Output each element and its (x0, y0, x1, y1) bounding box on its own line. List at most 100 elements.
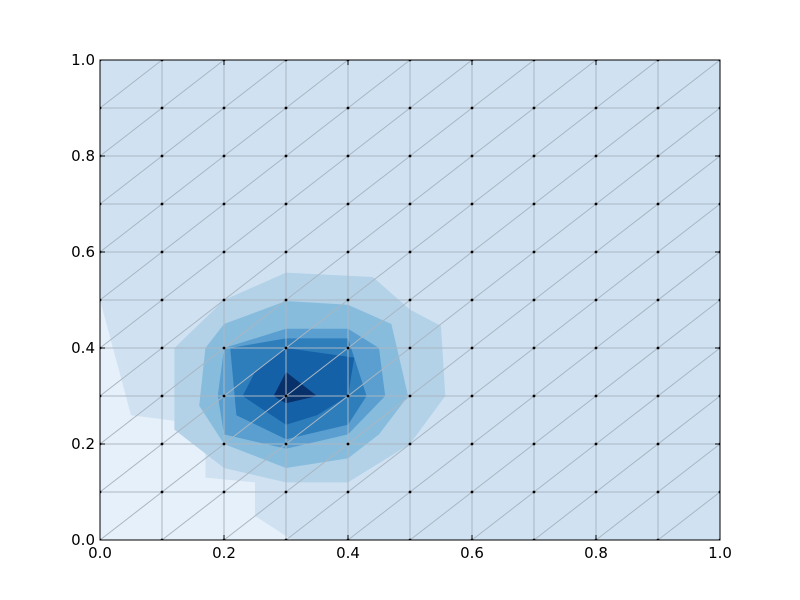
mesh-vertex (594, 202, 598, 206)
mesh-vertex (222, 298, 226, 302)
mesh-vertex (346, 346, 350, 350)
y-tick-label: 1.0 (71, 51, 95, 69)
y-axis: 0.0 0.2 0.4 0.6 0.8 1.0 (71, 51, 95, 549)
mesh-diagonal-line (100, 60, 535, 397)
mesh-vertex (222, 106, 226, 110)
mesh-vertex (656, 490, 660, 494)
mesh-vertex (160, 442, 164, 446)
mesh-vertex (656, 154, 660, 158)
mesh-vertex (532, 442, 536, 446)
mesh-vertex (594, 154, 598, 158)
mesh-vertex (656, 106, 660, 110)
mesh-vertex (222, 202, 226, 206)
plot-frame (99, 59, 721, 541)
mesh-vertex (470, 490, 474, 494)
mesh-vertex (470, 298, 474, 302)
mesh-vertex (470, 106, 474, 110)
mesh-vertex (532, 106, 536, 110)
mesh-vertex (408, 154, 412, 158)
mesh-vertex (594, 394, 598, 398)
mesh-vertex (408, 490, 412, 494)
y-tick-label: 0.4 (71, 339, 95, 357)
x-tick-label: 0.2 (212, 544, 236, 562)
mesh-vertex (222, 442, 226, 446)
mesh-vertex (346, 394, 350, 398)
mesh-vertex (284, 394, 288, 398)
mesh-vertex (346, 490, 350, 494)
mesh-vertex (594, 298, 598, 302)
mesh-vertex (160, 490, 164, 494)
mesh-vertex (656, 250, 660, 254)
mesh-vertex (656, 442, 660, 446)
mesh-vertex (160, 202, 164, 206)
y-tick-label: 0.6 (71, 243, 95, 261)
mesh-diagonal-line (161, 107, 720, 540)
mesh-vertex (532, 250, 536, 254)
mesh-vertex (408, 394, 412, 398)
mesh-vertex (160, 154, 164, 158)
mesh-vertex (346, 250, 350, 254)
mesh-vertex (284, 250, 288, 254)
mesh-vertex (160, 106, 164, 110)
mesh-diagonal-line (100, 60, 411, 301)
mesh-diagonal-line (285, 203, 720, 540)
axis-ticks (99, 59, 721, 541)
mesh-vertex (222, 346, 226, 350)
mesh-vertex (284, 202, 288, 206)
mesh-vertex (408, 298, 412, 302)
mesh-vertex (656, 298, 660, 302)
mesh-vertex (408, 250, 412, 254)
plot-area (100, 60, 720, 540)
mesh-vertex (160, 346, 164, 350)
mesh-vertex (470, 346, 474, 350)
mesh-vertex (532, 394, 536, 398)
x-tick-label: 1.0 (708, 544, 732, 562)
mesh-vertex (408, 106, 412, 110)
mesh-vertex (470, 202, 474, 206)
mesh-vertex (594, 250, 598, 254)
mesh-vertex (594, 490, 598, 494)
mesh-vertex (284, 154, 288, 158)
mesh-vertex (470, 442, 474, 446)
mesh-vertex (284, 346, 288, 350)
mesh-vertex (470, 394, 474, 398)
mesh-diagonal-line (657, 491, 720, 540)
mesh-vertex (160, 250, 164, 254)
mesh-vertex (594, 106, 598, 110)
mesh-vertex (656, 394, 660, 398)
mesh-vertex (594, 442, 598, 446)
mesh-diagonal-line (409, 299, 720, 540)
y-tick-label: 0.0 (71, 531, 95, 549)
x-tick-label: 0.8 (584, 544, 608, 562)
mesh-vertex (284, 106, 288, 110)
mesh-vertex (532, 202, 536, 206)
mesh-vertex (408, 346, 412, 350)
mesh-vertex (470, 250, 474, 254)
mesh-vertex (346, 154, 350, 158)
mesh-vertex (656, 346, 660, 350)
mesh-vertex (656, 202, 660, 206)
x-axis: 0.0 0.2 0.4 0.6 0.8 1.0 (88, 544, 732, 562)
x-tick-label: 0.0 (88, 544, 112, 562)
mesh-vertex (160, 394, 164, 398)
contour-level-7 (273, 372, 317, 404)
mesh-vertex (222, 490, 226, 494)
mesh-diagonal-line (100, 60, 287, 205)
mesh-vertex (532, 154, 536, 158)
mesh-vertex (160, 298, 164, 302)
mesh-vertex (346, 298, 350, 302)
mesh-vertex (346, 442, 350, 446)
mesh-vertex (346, 202, 350, 206)
mesh-vertex (470, 154, 474, 158)
y-tick-label: 0.8 (71, 147, 95, 165)
mesh-vertex (284, 490, 288, 494)
mesh-vertex (222, 250, 226, 254)
mesh-vertex (532, 298, 536, 302)
mesh-diagonal-line (533, 395, 720, 540)
mesh-vertex (222, 154, 226, 158)
x-tick-label: 0.4 (336, 544, 360, 562)
mesh-vertex (222, 394, 226, 398)
mesh-vertex (284, 298, 288, 302)
mesh-vertex (346, 106, 350, 110)
